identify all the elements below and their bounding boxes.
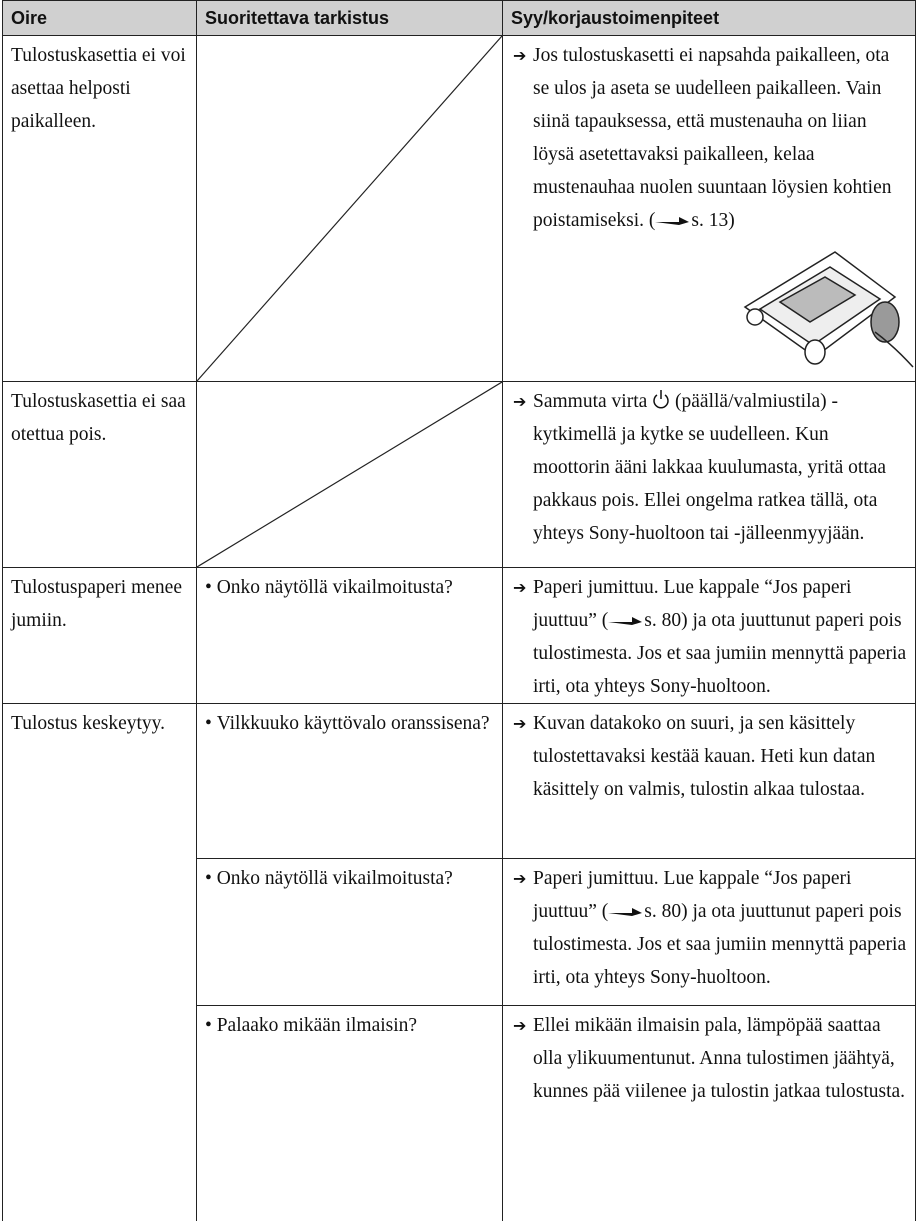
arrow-icon: ➔ [513, 869, 527, 888]
remedy-text: s. 13) [691, 210, 735, 231]
check: Onko näytöllä vikailmoitusta? [205, 868, 453, 889]
remedy-cell: ➔ Paperi jumittuu. Lue kappale “Jos paper… [502, 567, 916, 704]
arrow-icon: ➔ [513, 714, 527, 733]
page-ref-arrow [608, 908, 643, 916]
check: Palaako mikään ilmaisin? [205, 1015, 417, 1036]
remedy-cell: ➔ Jos tulostuskasetti ei napsahda paikall… [502, 35, 916, 382]
table-row: Onko näytöllä vikailmoitusta? ➔ Paperi jum… [3, 858, 916, 1006]
remedy-text: (päällä/valmiustila) -kytkimellä ja kytk… [533, 391, 887, 544]
remedy-text: Paperi jumittuu. Lue kappale “Jos paperi… [533, 577, 852, 631]
remedy-text: Sammuta virta [533, 391, 653, 412]
check-cell: Onko näytöllä vikailmoitusta? [196, 567, 503, 704]
diagonal-line [197, 36, 502, 381]
arrow-icon: ➔ [513, 1016, 527, 1035]
remedy: ➔ Jos tulostuskasetti ei napsahda paikall… [513, 39, 907, 237]
check-cell [196, 381, 503, 568]
arrow-icon: ➔ [513, 578, 527, 597]
check: Vilkkuuko käyttövalo oranssisena? [205, 713, 490, 734]
check-cell: Vilkkuuko käyttövalo oranssisena? [196, 703, 503, 859]
remedy: ➔ Paperi jumittuu. Lue kappale “Jos paper… [513, 571, 907, 703]
remedy-cell: ➔ Sammuta virta (päällä/valmiustila) -kyt… [502, 381, 916, 568]
remedy-text: Kuvan datakoko on suuri, ja sen käsittel… [533, 713, 876, 800]
remedy-text: Paperi jumittuu. Lue kappale “Jos paperi… [533, 868, 852, 922]
remedy: ➔ Sammuta virta (päällä/valmiustila) -kyt… [513, 385, 907, 550]
check-cell [196, 35, 503, 382]
page-ref-arrow [655, 217, 690, 225]
remedy: ➔ Paperi jumittuu. Lue kappale “Jos paper… [513, 862, 907, 994]
remedy-text: Ellei mikään ilmaisin pala, lämpöpää saa… [533, 1015, 906, 1102]
check: Onko näytöllä vikailmoitusta? [205, 577, 453, 598]
table-row: Palaako mikään ilmaisin? ➔ Ellei mikään il… [3, 1005, 916, 1221]
column-header: Oire [2, 0, 197, 36]
table-row: Tulostuskasettia ei voi asettaa helposti… [2, 35, 916, 382]
remedy-cell: ➔ Kuvan datakoko on suuri, ja sen käsitte… [502, 703, 916, 859]
remedy-text: s. 80) ja ota juuttunut paperi pois tulo… [533, 901, 907, 988]
header-row: Oire Suoritettava tarkistus Syy/korjaustoi… [2, 0, 916, 36]
page-ref-arrow [608, 617, 643, 625]
symptom-cell: Tulostus keskeytyy. [2, 703, 197, 1221]
arrow-icon: ➔ [513, 392, 527, 411]
symptom: Tulostus keskeytyy. [11, 713, 166, 734]
symptom-cell: Tulostuskasettia ei voi asettaa helposti… [2, 35, 197, 382]
symptom: Tulostuspaperi menee jumiin. [11, 577, 182, 631]
remedy-text: Jos tulostuskasetti ei napsahda paikalle… [533, 45, 892, 231]
column-header: Suoritettava tarkistus [196, 0, 503, 36]
remedy-cell: ➔ Paperi jumittuu. Lue kappale “Jos paper… [502, 858, 916, 1006]
table-row: Tulostuspaperi menee jumiin. Onko näytöll… [2, 567, 916, 704]
table-row: Tulostus keskeytyy. Vilkkuuko käyttövalo … [2, 703, 916, 1221]
power-icon [653, 390, 669, 409]
table-row: Tulostuskasettia ei saa otettua pois. ➔ Sa… [2, 381, 916, 568]
diagonal-line [197, 382, 502, 567]
check-cell: Onko näytöllä vikailmoitusta? [196, 858, 503, 1006]
remedy: ➔ Ellei mikään ilmaisin pala, lämpöpää sa… [513, 1009, 907, 1108]
arrow-icon: ➔ [513, 46, 527, 65]
cartridge-illustration [743, 251, 914, 368]
symptom-cell: Tulostuspaperi menee jumiin. [2, 567, 197, 704]
remedy: ➔ Kuvan datakoko on suuri, ja sen käsitte… [513, 707, 907, 806]
check-cell: Palaako mikään ilmaisin? [196, 1005, 503, 1221]
column-header: Syy/korjaustoimenpiteet [502, 0, 916, 36]
remedy-text: s. 80) ja ota juuttunut paperi pois tulo… [533, 610, 907, 697]
symptom: Tulostuskasettia ei saa otettua pois. [11, 391, 186, 445]
symptom-cell: Tulostuskasettia ei saa otettua pois. [2, 381, 197, 568]
symptom: Tulostuskasettia ei voi asettaa helposti… [11, 45, 186, 132]
remedy-cell: ➔ Ellei mikään ilmaisin pala, lämpöpää sa… [502, 1005, 916, 1221]
